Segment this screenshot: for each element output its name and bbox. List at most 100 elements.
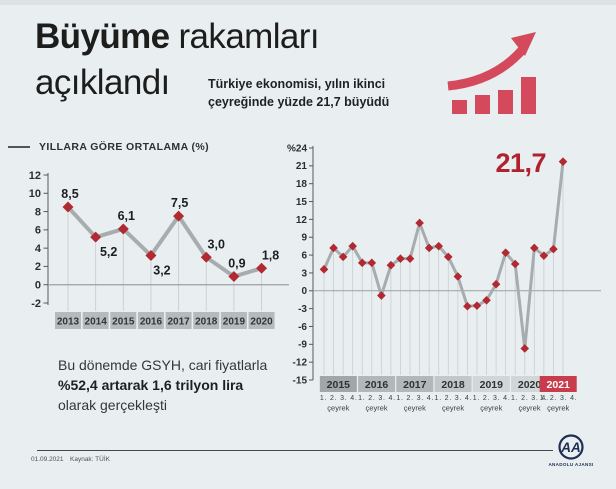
data-point-diamond: [472, 301, 482, 310]
data-point-diamond: [367, 258, 377, 268]
grid-lines: [323, 165, 564, 375]
quarter-numbers-label: 1. 2. 3. 4.: [396, 395, 433, 402]
quarterly-growth-line-chart: %24 21 18 15 12 9 6 3 0 -3 -6 -9 -12 -15 2015 1. 2. 3. …: [287, 143, 601, 413]
y-tick-label: -3: [298, 304, 307, 315]
point-value-label: 7,5: [171, 196, 188, 210]
point-value-label: 0,9: [228, 256, 245, 270]
y-tick-label: 2: [35, 261, 41, 273]
year-badge: [472, 376, 510, 392]
y-tick-label: 12: [29, 170, 41, 182]
point-value-label: 8,5: [61, 187, 78, 201]
y-tick-label: %24: [287, 143, 307, 154]
quarter-numbers-label: 1. 2. 3. 4.: [320, 395, 357, 402]
year-badge-label: 2015: [327, 379, 351, 391]
subtitle-text: Türkiye ekonomisi, yılın ikinci çeyreğin…: [208, 77, 390, 109]
y-tick-label: 10: [29, 188, 41, 200]
y-tick-label: 6: [35, 225, 41, 237]
title-rule-line: [8, 146, 30, 148]
year-badge-label: 2019: [480, 379, 504, 391]
y-tick-label: -12: [293, 358, 308, 369]
page-title: Büyüme rakamları açıklandı: [35, 14, 320, 105]
y-axis: 12 10 8 6 4 2 0 -2: [29, 170, 289, 310]
y-tick-label: -9: [298, 340, 307, 351]
data-point-diamond: [491, 279, 501, 289]
series-line: [322, 160, 565, 350]
y-tick-label: 12: [296, 215, 308, 226]
year-badges: 2013 2014 2015 2016 2017 2018 2019 2020: [55, 312, 275, 329]
annual-chart-title-row: YILLARA GÖRE ORTALAMA (%): [8, 141, 209, 153]
quarter-word-label: çeyrek: [547, 404, 569, 413]
year-badge: [319, 376, 357, 392]
series-line: [66, 205, 264, 279]
y-axis: %24 21 18 15 12 9 6 3 0 -3 -6 -9 -12 -15: [287, 143, 601, 386]
quarter-numbers-label: 1. 2. 3. 4.: [511, 395, 548, 402]
data-point-diamond: [434, 241, 444, 251]
agency-name: ANADOLU AJANSI: [548, 462, 593, 467]
anadolu-ajansi-logo: AA ANADOLU AJANSI: [548, 434, 593, 467]
y-tick-label: -15: [293, 375, 308, 386]
year-badge: [193, 312, 220, 329]
quarter-word-label: çeyrek: [442, 404, 464, 413]
year-badge-label: 2015: [112, 317, 135, 328]
point-labels: 8,5 5,2 6,1 3,2 7,5 3,00,9 1,8: [61, 187, 279, 277]
y-tick-label: 21: [296, 161, 308, 172]
year-badge-label: 2020: [250, 317, 273, 328]
point-value-label: 3,0: [208, 237, 225, 251]
data-point-diamond: [377, 291, 386, 300]
icon-bar-4: [521, 77, 536, 114]
y-tick-label: -2: [31, 298, 41, 310]
year-badge-label: 2017: [167, 317, 190, 328]
data-point-diamond: [117, 223, 129, 235]
data-points: [62, 201, 268, 282]
title-line2: açıklandı: [35, 62, 170, 102]
year-badge: [220, 312, 247, 329]
gdp-note-normal-2: olarak gerçekleşti: [58, 396, 167, 413]
year-badge-label: 2021: [547, 379, 571, 391]
data-point-diamond: [424, 243, 434, 253]
year-badge: [511, 376, 549, 392]
quarter-numbers-label: 1. 2. 3. 4.: [473, 395, 510, 402]
title-line1: Büyüme rakamları: [35, 17, 320, 56]
quarter-word-label: çeyrek: [480, 404, 502, 413]
year-badge: [55, 312, 81, 329]
data-point-diamond: [386, 260, 396, 270]
data-point-diamond: [463, 301, 472, 311]
growth-bars-arrow-icon: [447, 32, 536, 114]
icon-arrow-head: [511, 32, 536, 56]
quarter-word-label: çeyrek: [366, 404, 388, 413]
y-tick-label: 9: [301, 233, 307, 244]
y-tick-label: 0: [301, 286, 307, 297]
year-badge: [539, 376, 577, 392]
point-value-label: 1,8: [262, 248, 279, 262]
y-tick-label: 3: [301, 268, 307, 279]
year-badge: [396, 376, 434, 392]
data-point-diamond: [329, 243, 338, 253]
logo-ring: [558, 434, 584, 460]
quarter-word-label: çeyrek: [404, 404, 426, 413]
data-point-diamond: [145, 249, 157, 261]
data-point-diamond: [453, 272, 463, 281]
year-badge: [110, 312, 137, 329]
year-badge-label: 2020: [518, 379, 542, 391]
data-point-diamond: [520, 344, 530, 353]
highlight-value-label: 21,7: [495, 148, 546, 178]
icon-arrow-curve: [447, 45, 527, 91]
quarter-word-label: çeyrek: [327, 404, 349, 413]
data-point-diamond: [443, 252, 453, 262]
y-tick-label: 6: [301, 250, 307, 261]
data-point-diamond: [530, 243, 539, 253]
year-badge: [165, 312, 192, 329]
data-point-diamond: [482, 295, 491, 305]
y-tick-label: -6: [298, 322, 307, 333]
year-badge-label: 2014: [85, 317, 108, 328]
data-point-diamond: [228, 270, 240, 282]
year-badge: [82, 312, 109, 329]
year-badge: [358, 376, 396, 392]
data-point-diamond: [338, 252, 348, 262]
y-tick-label: 15: [296, 197, 308, 208]
title-word-bold: Büyüme: [35, 17, 170, 56]
year-badge-label: 2018: [441, 379, 465, 391]
